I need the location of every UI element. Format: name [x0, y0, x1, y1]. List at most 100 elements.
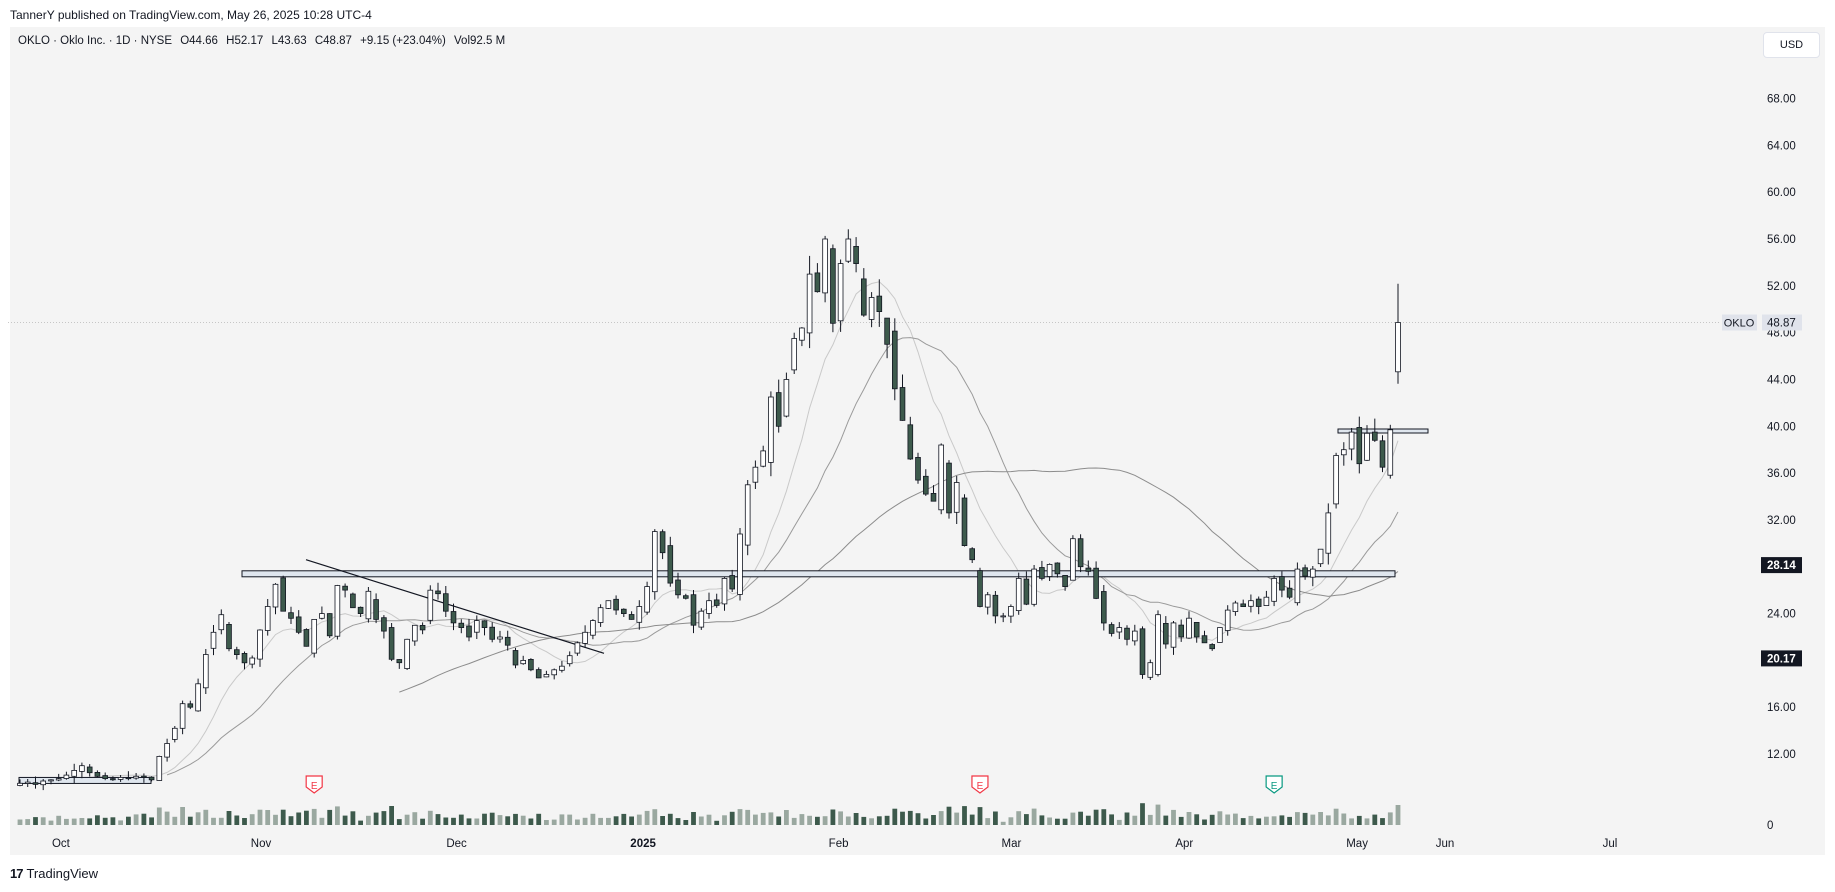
candle-body [357, 606, 364, 614]
candle-body [288, 612, 294, 619]
volume-bar [706, 814, 712, 825]
volume-bar [373, 812, 379, 825]
candle-body [551, 669, 557, 676]
volume-bar [172, 816, 178, 825]
candle-body [79, 765, 85, 772]
candle-body [264, 606, 271, 631]
candle-body [295, 616, 302, 633]
volume-bar [691, 812, 696, 825]
candle-body [652, 531, 658, 593]
candle-body [326, 613, 333, 637]
tradingview-footer[interactable]: 17 TradingView [10, 866, 98, 881]
candle-body [1310, 568, 1316, 578]
candle-body [481, 620, 488, 628]
volume-bar [40, 817, 46, 825]
candle-body [110, 778, 116, 781]
candle-body [272, 583, 279, 608]
volume-bar [242, 818, 247, 825]
ohlc-legend: OKLO · Oklo Inc. · 1D · NYSE O44.66 H52.… [18, 35, 510, 47]
volume-bar [985, 818, 991, 825]
x-axis-tick-label: Jun [1436, 838, 1455, 850]
volume-bar [938, 811, 944, 825]
candle-body [1333, 455, 1339, 505]
candle-body [559, 665, 565, 671]
candle-body [48, 779, 54, 782]
volume-bar [1325, 815, 1331, 825]
ma-20-line [166, 337, 1399, 776]
volume-bar [1256, 818, 1262, 825]
volume-bar [1055, 818, 1060, 825]
volume-bar [861, 816, 867, 825]
candle-body [938, 444, 944, 511]
earnings-marker-label: E [311, 781, 318, 792]
volume-bar [1008, 817, 1014, 825]
volume-bar [1380, 818, 1385, 825]
candle-body [342, 585, 348, 591]
candle-body [1255, 598, 1262, 607]
candle-body [1046, 564, 1053, 577]
candle-body [218, 614, 225, 631]
volume-bar [412, 812, 418, 825]
ma-50-line [399, 467, 1399, 693]
volume-bar [342, 815, 348, 825]
y-axis-tick-label: 68.00 [1767, 94, 1796, 106]
candle-body [381, 617, 387, 632]
symbol-tag-text: OKLO [1724, 318, 1755, 330]
candle-body [458, 622, 465, 629]
volume-bar [211, 817, 216, 825]
volume-bar [923, 818, 929, 825]
candle-body [311, 619, 317, 654]
candle-body [806, 273, 813, 334]
volume-bar [1248, 815, 1254, 825]
candle-body [179, 703, 186, 729]
candle-body [690, 594, 697, 626]
volume-bar [1356, 815, 1362, 825]
candle-body [241, 653, 248, 664]
volume-bar [807, 815, 812, 825]
candle-body [729, 575, 735, 590]
candle-body [1294, 568, 1301, 604]
currency-button[interactable]: USD [1763, 32, 1820, 58]
y-axis-tick-label: 60.00 [1767, 187, 1796, 199]
volume-axis-tick-label: 0 [1767, 820, 1773, 832]
volume-bar [133, 814, 139, 825]
candle-body [783, 379, 790, 417]
symbol-info[interactable]: OKLO · Oklo Inc. · 1D · NYSE [18, 35, 173, 47]
volume-bar [1202, 819, 1207, 825]
volume-bar [520, 815, 526, 825]
volume-bar [288, 816, 294, 825]
candle-body [1031, 568, 1037, 605]
price-chart[interactable]: EEE 72.0068.0064.0060.0056.0052.0048.004… [0, 27, 1835, 855]
tradingview-logo-icon: 17 [10, 866, 24, 881]
volume-bar [737, 809, 743, 825]
volume-bar [1194, 814, 1200, 825]
candle-body [760, 450, 766, 467]
candle-body [303, 629, 310, 647]
volume-bar [776, 816, 782, 825]
volume-bar [64, 818, 69, 825]
volume-bar [234, 815, 240, 825]
volume-bar [636, 814, 642, 825]
volume-bar [1078, 811, 1083, 825]
candle-body [249, 657, 256, 665]
volume-bar [598, 817, 603, 825]
candle-body [427, 589, 434, 621]
volume-bar [1333, 808, 1339, 825]
x-axis-tick-label: Jul [1603, 838, 1618, 850]
volume-bar [350, 811, 356, 825]
volume-bar [1124, 812, 1130, 825]
candle-body [1240, 603, 1247, 608]
volume-bar [513, 813, 518, 825]
candle-body [1387, 429, 1394, 476]
candle-body [868, 297, 875, 320]
symbol-tag-bg [1722, 314, 1757, 331]
candle-body [1008, 606, 1014, 617]
volume-bar [56, 815, 62, 825]
volume-bar [79, 818, 85, 825]
candle-body [1147, 662, 1154, 678]
volume-bar [1279, 815, 1285, 825]
candle-body [1224, 609, 1231, 631]
volume-bar [71, 818, 77, 825]
candle-body [171, 727, 178, 740]
